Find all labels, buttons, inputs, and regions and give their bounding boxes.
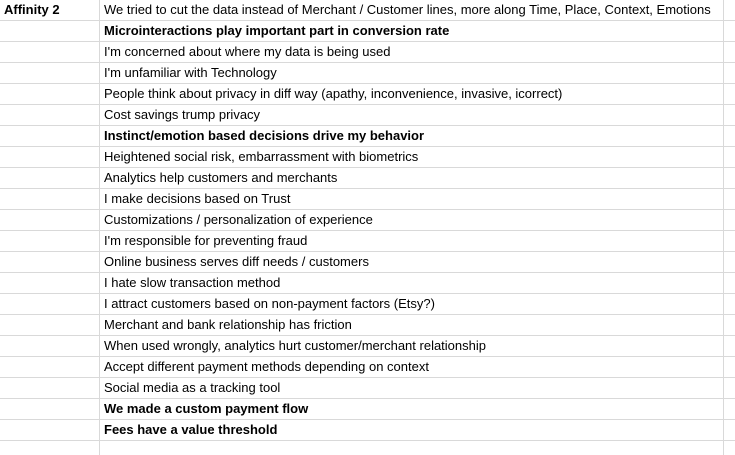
cell-col-c[interactable] xyxy=(724,399,735,419)
sheet-row: When used wrongly, analytics hurt custom… xyxy=(0,336,735,357)
cell-col-a[interactable] xyxy=(0,441,100,455)
cell-col-b[interactable]: Cost savings trump privacy xyxy=(100,105,724,125)
cell-col-c[interactable] xyxy=(724,42,735,62)
cell-col-a[interactable]: Affinity 2 xyxy=(0,0,100,20)
cell-col-b[interactable]: Online business serves diff needs / cust… xyxy=(100,252,724,272)
cell-col-b[interactable]: Instinct/emotion based decisions drive m… xyxy=(100,126,724,146)
cell-col-b[interactable]: I'm unfamiliar with Technology xyxy=(100,63,724,83)
cell-col-a[interactable] xyxy=(0,168,100,188)
cell-col-c[interactable] xyxy=(724,273,735,293)
cell-col-c[interactable] xyxy=(724,231,735,251)
cell-col-b[interactable]: Analytics help customers and merchants xyxy=(100,168,724,188)
cell-col-b[interactable]: I'm responsible for preventing fraud xyxy=(100,231,724,251)
cell-col-a[interactable] xyxy=(0,126,100,146)
cell-col-c[interactable] xyxy=(724,357,735,377)
cell-col-c[interactable] xyxy=(724,0,735,20)
cell-col-c[interactable] xyxy=(724,168,735,188)
cell-col-a[interactable] xyxy=(0,357,100,377)
cell-col-a[interactable] xyxy=(0,399,100,419)
sheet-row: I'm responsible for preventing fraud xyxy=(0,231,735,252)
cell-col-b[interactable]: Merchant and bank relationship has frict… xyxy=(100,315,724,335)
sheet-row: Merchant and bank relationship has frict… xyxy=(0,315,735,336)
cell-col-b[interactable] xyxy=(100,441,724,455)
cell-col-a[interactable] xyxy=(0,336,100,356)
cell-col-c[interactable] xyxy=(724,105,735,125)
cell-col-b[interactable]: Heightened social risk, embarrassment wi… xyxy=(100,147,724,167)
cell-col-a[interactable] xyxy=(0,378,100,398)
cell-col-a[interactable] xyxy=(0,84,100,104)
cell-col-c[interactable] xyxy=(724,210,735,230)
cell-col-a[interactable] xyxy=(0,21,100,41)
cell-col-b[interactable]: Fees have a value threshold xyxy=(100,420,724,440)
sheet-row: Customizations / personalization of expe… xyxy=(0,210,735,231)
cell-col-c[interactable] xyxy=(724,189,735,209)
sheet-row: Cost savings trump privacy xyxy=(0,105,735,126)
sheet-row: Heightened social risk, embarrassment wi… xyxy=(0,147,735,168)
cell-col-b[interactable]: I'm concerned about where my data is bei… xyxy=(100,42,724,62)
sheet-row: Fees have a value threshold xyxy=(0,420,735,441)
cell-col-c[interactable] xyxy=(724,378,735,398)
cell-col-b[interactable]: I attract customers based on non-payment… xyxy=(100,294,724,314)
cell-col-c[interactable] xyxy=(724,147,735,167)
cell-col-a[interactable] xyxy=(0,252,100,272)
cell-col-b[interactable]: Accept different payment methods dependi… xyxy=(100,357,724,377)
cell-col-c[interactable] xyxy=(724,294,735,314)
sheet-row xyxy=(0,441,735,455)
cell-col-b[interactable]: I make decisions based on Trust xyxy=(100,189,724,209)
cell-col-b[interactable]: When used wrongly, analytics hurt custom… xyxy=(100,336,724,356)
cell-col-a[interactable] xyxy=(0,63,100,83)
cell-col-a[interactable] xyxy=(0,105,100,125)
cell-col-b[interactable]: Customizations / personalization of expe… xyxy=(100,210,724,230)
sheet-row: I'm unfamiliar with Technology xyxy=(0,63,735,84)
sheet-row: Instinct/emotion based decisions drive m… xyxy=(0,126,735,147)
cell-col-c[interactable] xyxy=(724,84,735,104)
sheet-row: I hate slow transaction method xyxy=(0,273,735,294)
cell-col-a[interactable] xyxy=(0,147,100,167)
cell-col-a[interactable] xyxy=(0,294,100,314)
cell-col-b[interactable]: We made a custom payment flow xyxy=(100,399,724,419)
cell-col-c[interactable] xyxy=(724,126,735,146)
sheet-row: I attract customers based on non-payment… xyxy=(0,294,735,315)
sheet-row: People think about privacy in diff way (… xyxy=(0,84,735,105)
cell-col-c[interactable] xyxy=(724,420,735,440)
cell-col-a[interactable] xyxy=(0,273,100,293)
sheet-row: Affinity 2 We tried to cut the data inste… xyxy=(0,0,735,21)
sheet-row: Online business serves diff needs / cust… xyxy=(0,252,735,273)
cell-col-a[interactable] xyxy=(0,42,100,62)
cell-col-b[interactable]: Social media as a tracking tool xyxy=(100,378,724,398)
cell-col-b[interactable]: People think about privacy in diff way (… xyxy=(100,84,724,104)
sheet-row: Analytics help customers and merchants xyxy=(0,168,735,189)
sheet-row: Accept different payment methods dependi… xyxy=(0,357,735,378)
cell-col-c[interactable] xyxy=(724,63,735,83)
cell-col-c[interactable] xyxy=(724,441,735,455)
cell-col-a[interactable] xyxy=(0,315,100,335)
cell-col-b[interactable]: We tried to cut the data instead of Merc… xyxy=(100,0,724,20)
cell-col-c[interactable] xyxy=(724,252,735,272)
cell-col-a[interactable] xyxy=(0,231,100,251)
cell-col-b[interactable]: Microinteractions play important part in… xyxy=(100,21,724,41)
sheet-row: I make decisions based on Trust xyxy=(0,189,735,210)
cell-col-c[interactable] xyxy=(724,315,735,335)
sheet-row: Social media as a tracking tool xyxy=(0,378,735,399)
cell-col-c[interactable] xyxy=(724,336,735,356)
cell-col-a[interactable] xyxy=(0,210,100,230)
cell-col-b[interactable]: I hate slow transaction method xyxy=(100,273,724,293)
cell-col-a[interactable] xyxy=(0,189,100,209)
cell-col-a[interactable] xyxy=(0,420,100,440)
sheet-row: Microinteractions play important part in… xyxy=(0,21,735,42)
sheet-row: We made a custom payment flow xyxy=(0,399,735,420)
cell-col-c[interactable] xyxy=(724,21,735,41)
sheet-row: I'm concerned about where my data is bei… xyxy=(0,42,735,63)
